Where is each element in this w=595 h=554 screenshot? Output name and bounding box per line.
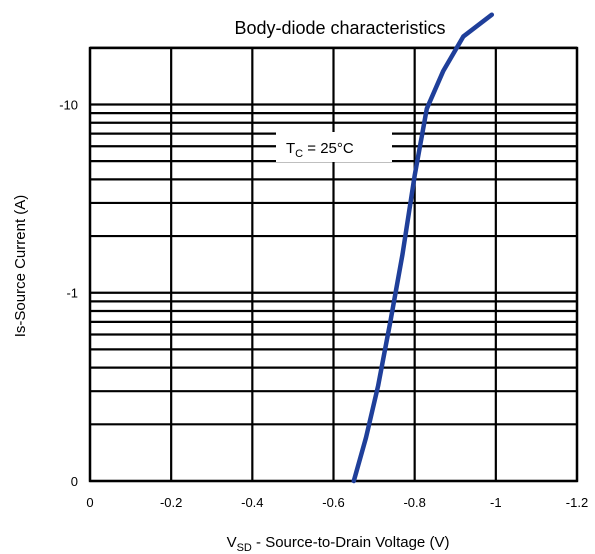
series-layer: [351, 12, 495, 484]
annotation-sub: C: [295, 148, 303, 160]
annotation-rest: = 25°C: [303, 140, 354, 157]
chart-title: Body-diode characteristics: [234, 18, 445, 38]
x-tick-label: 0: [86, 495, 93, 510]
y-tick-label: -10: [59, 97, 78, 112]
x-axis-label: VSD - Source-to-Drain Voltage (V): [227, 534, 450, 554]
tick-labels: 0 -0.2 -0.4 -0.6 -0.8 -1 -1.2 0 -1 -10: [59, 97, 588, 510]
y-tick-label: -1: [66, 286, 78, 301]
x-tick-label: -0.2: [160, 495, 182, 510]
x-tick-label: -1: [490, 495, 502, 510]
x-axis-label-sub: SD: [237, 542, 252, 554]
annotation-background: [276, 132, 392, 162]
svg-text:TC = 25°C: TC = 25°C: [286, 140, 354, 160]
series-line: [351, 12, 495, 484]
x-tick-label: -0.4: [241, 495, 263, 510]
temperature-annotation: TC = 25°C: [276, 132, 392, 162]
y-axis-label: Is-Source Current (A): [12, 195, 29, 338]
x-axis-label-rest: - Source-to-Drain Voltage (V): [252, 534, 450, 551]
x-tick-label: -0.6: [322, 495, 344, 510]
y-tick-label: 0: [71, 474, 78, 489]
annotation-main: T: [286, 140, 295, 157]
x-tick-label: -0.8: [403, 495, 425, 510]
x-tick-label: -1.2: [566, 495, 588, 510]
plot-frame: [88, 46, 579, 483]
grid: [88, 46, 579, 483]
x-axis-label-main: V: [227, 534, 237, 551]
